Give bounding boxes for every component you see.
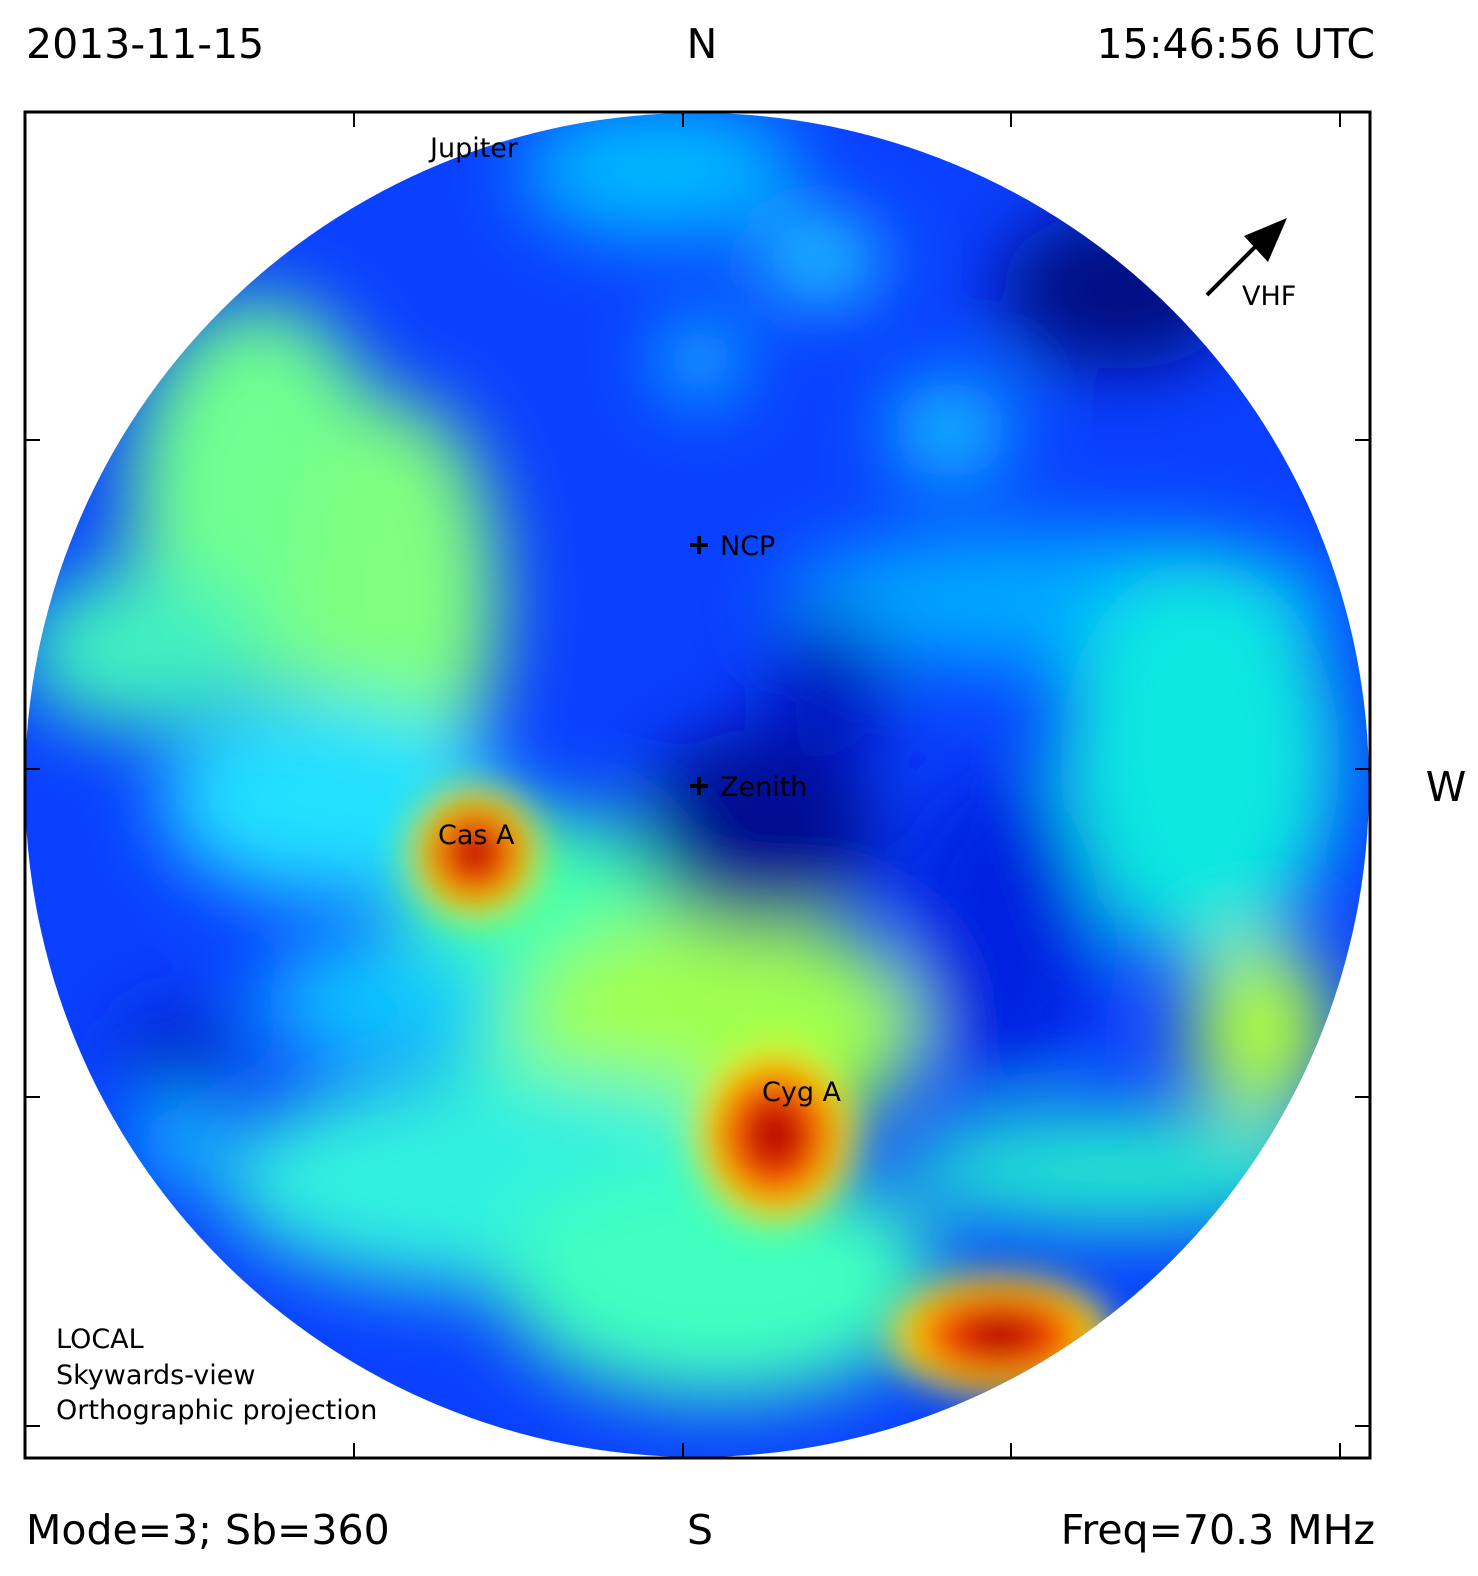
cas-a-label: Cas A: [438, 820, 515, 851]
jupiter-label: Jupiter: [428, 133, 519, 164]
freq: Freq=70.3 MHz: [1061, 1506, 1375, 1554]
cyg-a-label: Cyg A: [762, 1077, 842, 1108]
north: N: [687, 20, 718, 68]
south: S: [687, 1506, 713, 1554]
sky-map: 2013-11-15 N 15:46:56 UTC W Mode=3; Sb=3…: [0, 0, 1478, 1572]
zenith-label: Zenith: [720, 772, 807, 803]
mode: Mode=3; Sb=360: [26, 1506, 390, 1554]
date: 2013-11-15: [26, 20, 264, 68]
vhf-label: VHF: [1242, 281, 1296, 312]
info-line: LOCAL: [56, 1324, 144, 1355]
info-line: Orthographic projection: [56, 1395, 377, 1426]
west: W: [1426, 763, 1467, 811]
ncp-label: NCP: [720, 531, 775, 562]
vhf-arrowhead: [1244, 218, 1287, 262]
info-line: Skywards-view: [56, 1360, 255, 1391]
time: 15:46:56 UTC: [1097, 20, 1375, 68]
